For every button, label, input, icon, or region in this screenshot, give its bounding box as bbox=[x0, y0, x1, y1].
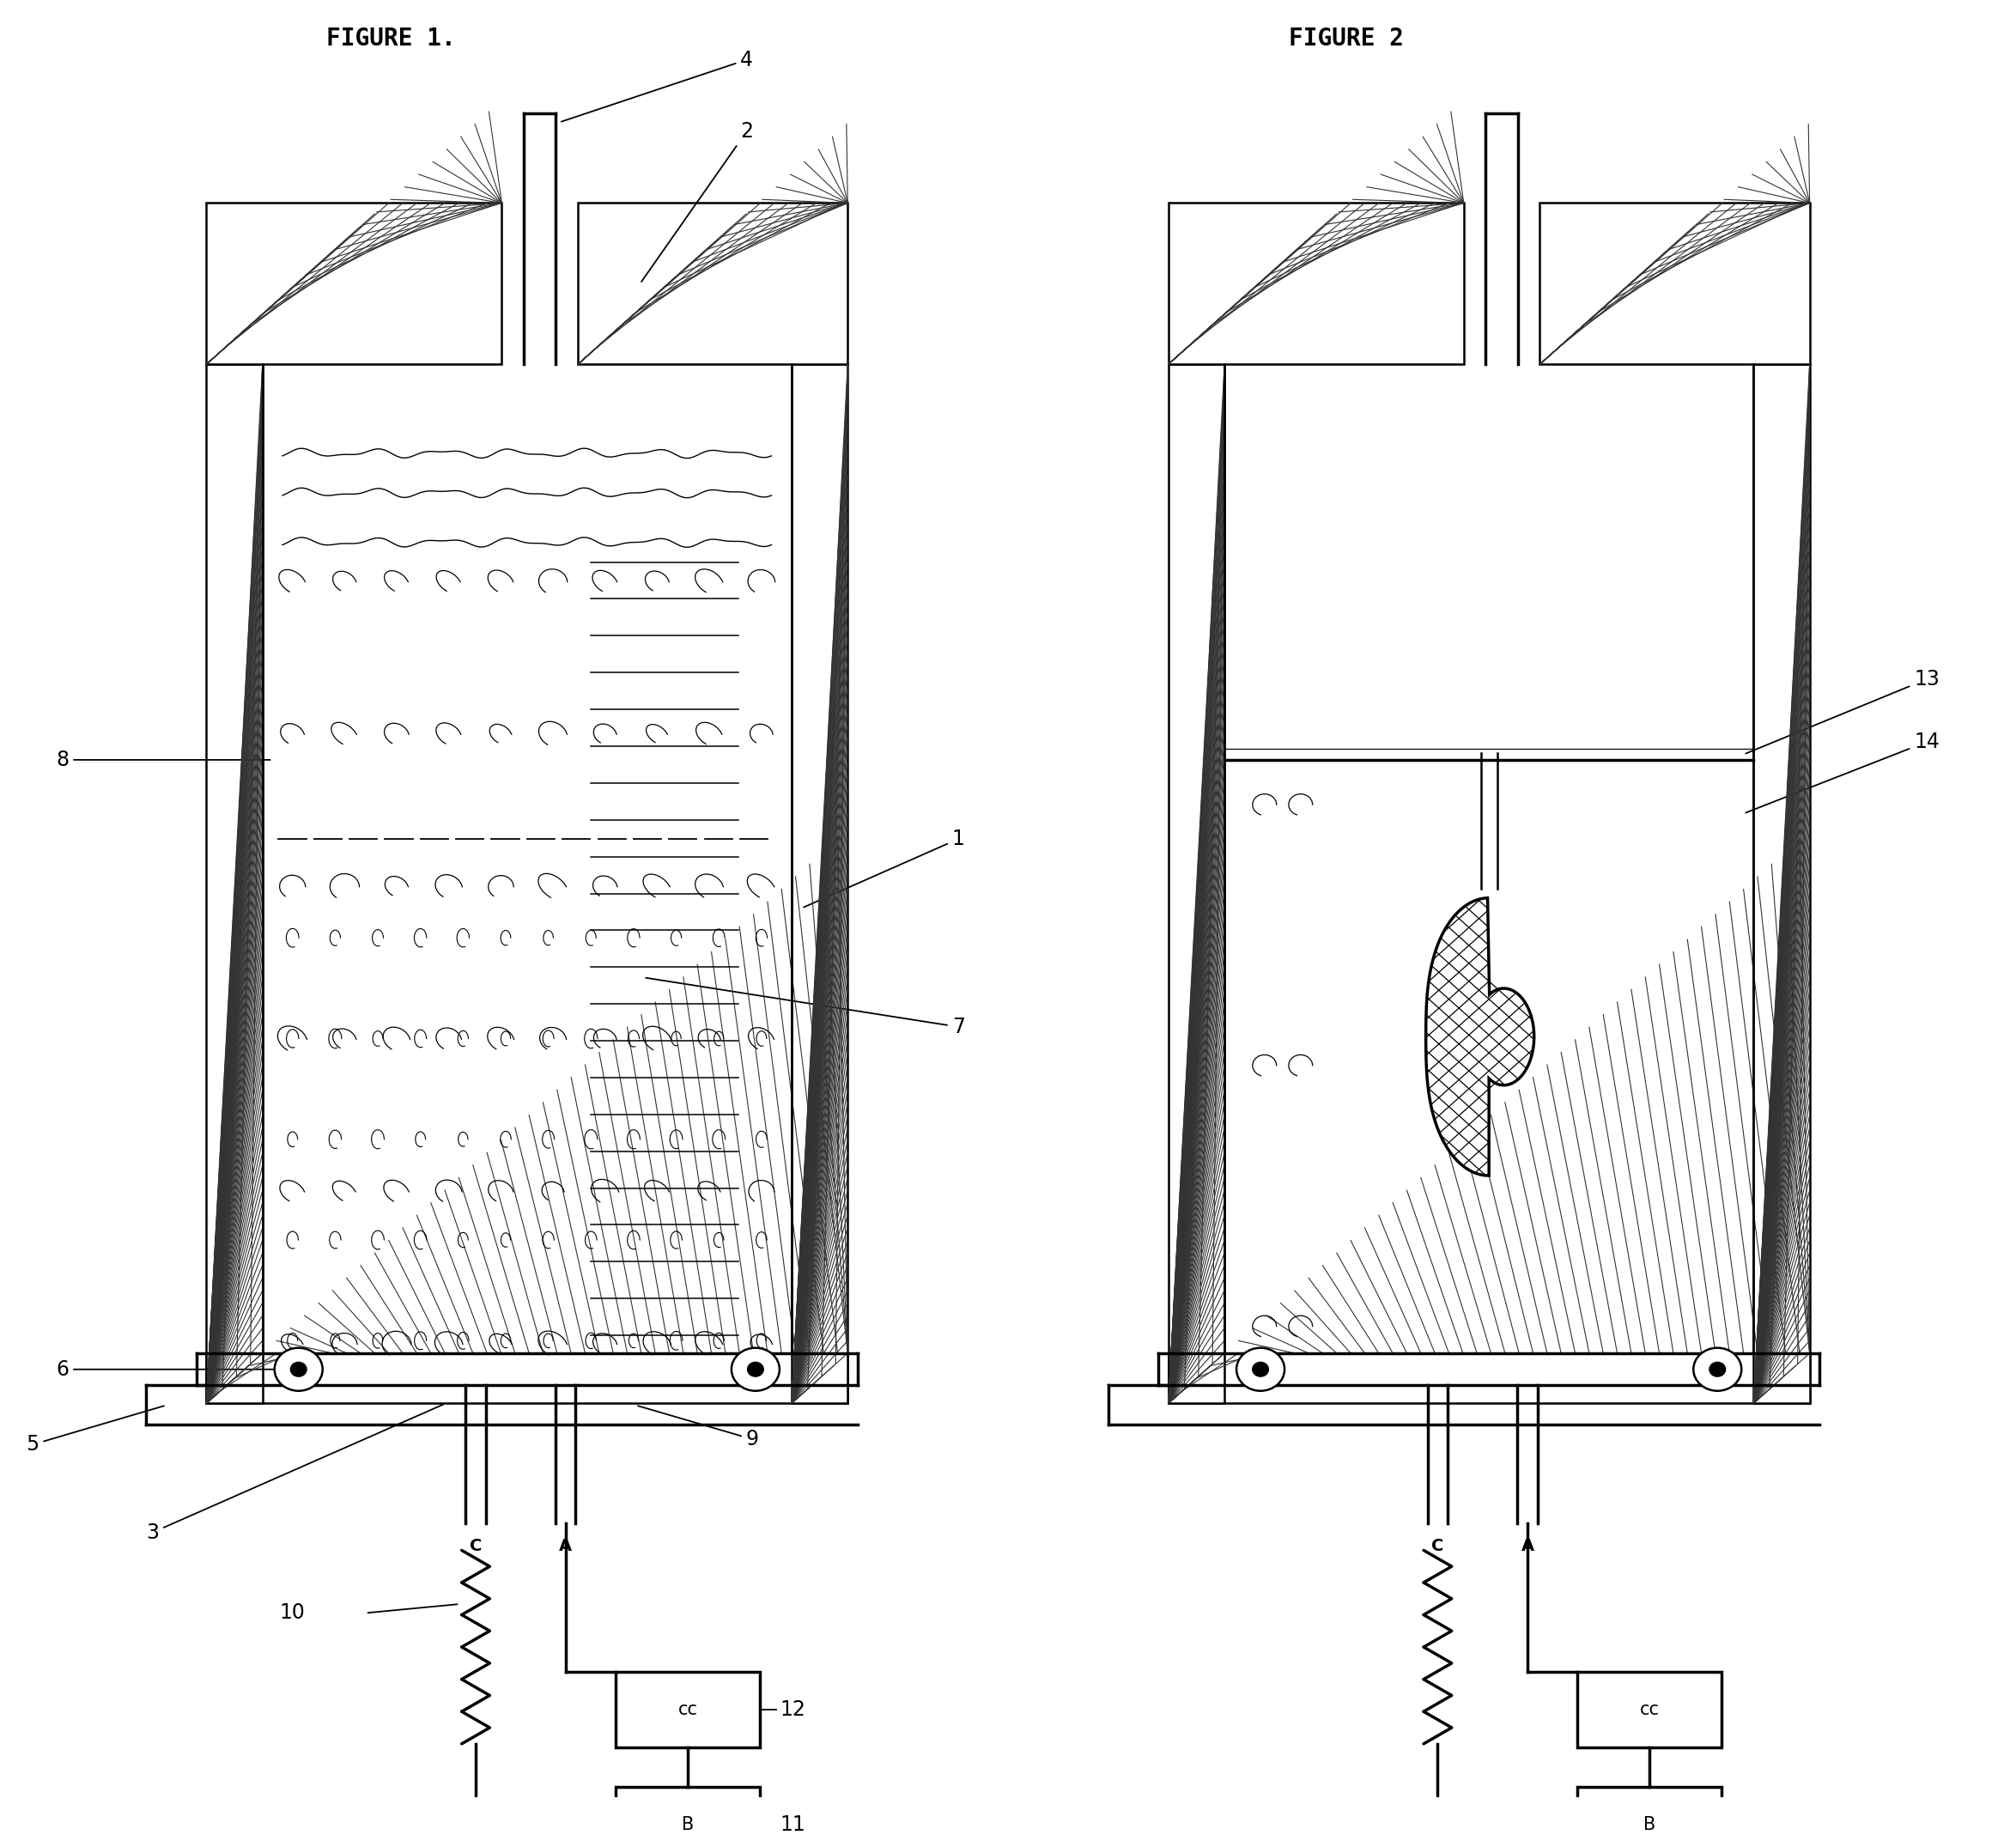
Text: cc: cc bbox=[1639, 1701, 1659, 1718]
Polygon shape bbox=[1425, 897, 1534, 1176]
Circle shape bbox=[290, 1362, 306, 1376]
Text: B: B bbox=[681, 1817, 694, 1833]
Bar bbox=[1169, 365, 1224, 1404]
Circle shape bbox=[274, 1349, 323, 1391]
Text: 11: 11 bbox=[780, 1815, 806, 1835]
Text: 5: 5 bbox=[26, 1406, 163, 1455]
Circle shape bbox=[732, 1349, 780, 1391]
Text: C: C bbox=[1431, 1538, 1443, 1554]
Circle shape bbox=[748, 1362, 764, 1376]
Text: A: A bbox=[1520, 1538, 1534, 1554]
Text: 14: 14 bbox=[1746, 732, 1939, 813]
Text: FIGURE 2: FIGURE 2 bbox=[1288, 28, 1403, 51]
Circle shape bbox=[1252, 1362, 1268, 1376]
Text: FIGURE 1.: FIGURE 1. bbox=[327, 28, 456, 51]
Text: 12: 12 bbox=[780, 1699, 806, 1719]
Text: 1: 1 bbox=[804, 829, 966, 906]
Text: 9: 9 bbox=[637, 1406, 758, 1450]
Text: 7: 7 bbox=[645, 978, 966, 1037]
Text: 13: 13 bbox=[1746, 670, 1939, 754]
Bar bbox=[792, 365, 847, 1404]
Circle shape bbox=[1693, 1349, 1742, 1391]
Text: A: A bbox=[558, 1538, 573, 1554]
Text: 8: 8 bbox=[56, 749, 270, 771]
Text: cc: cc bbox=[677, 1701, 698, 1718]
Bar bbox=[1579, 1787, 1722, 1835]
Text: 10: 10 bbox=[280, 1602, 304, 1624]
Bar bbox=[206, 1352, 847, 1404]
Bar bbox=[615, 1787, 760, 1835]
Bar bbox=[1540, 204, 1810, 365]
Bar bbox=[206, 204, 502, 365]
Text: 4: 4 bbox=[560, 50, 754, 121]
Bar bbox=[615, 1672, 760, 1747]
Bar bbox=[579, 204, 847, 365]
Bar bbox=[1169, 204, 1464, 365]
Circle shape bbox=[1236, 1349, 1284, 1391]
Circle shape bbox=[1710, 1362, 1726, 1376]
Text: B: B bbox=[1643, 1817, 1655, 1833]
Bar bbox=[206, 365, 262, 1404]
Text: 3: 3 bbox=[147, 1404, 444, 1543]
Text: 6: 6 bbox=[56, 1360, 296, 1380]
Bar bbox=[1754, 365, 1810, 1404]
Bar bbox=[1169, 1352, 1810, 1404]
Text: C: C bbox=[470, 1538, 482, 1554]
Bar bbox=[1579, 1672, 1722, 1747]
Text: 2: 2 bbox=[641, 121, 754, 283]
